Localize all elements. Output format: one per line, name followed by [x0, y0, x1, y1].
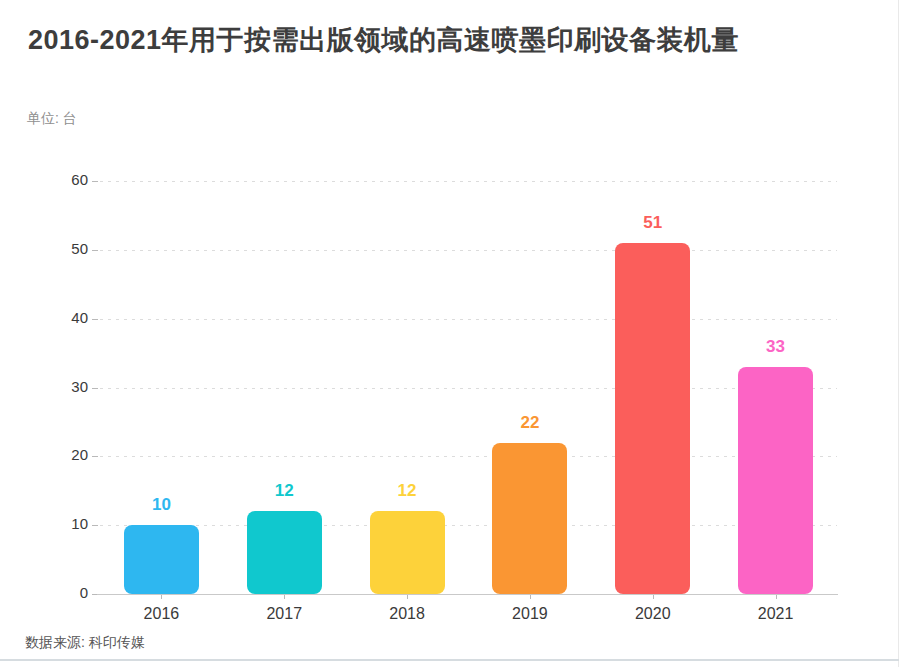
bar-value-label-2017: 12 [244, 481, 324, 501]
x-axis-label-2017: 2017 [239, 605, 329, 623]
y-tick-60 [92, 181, 98, 182]
x-axis-line [97, 594, 838, 595]
gridline-20 [100, 456, 837, 457]
y-axis-label-50: 50 [42, 240, 88, 257]
y-tick-40 [92, 319, 98, 320]
y-axis-label-60: 60 [42, 171, 88, 188]
y-tick-30 [92, 388, 98, 389]
x-tick-2020 [653, 595, 654, 599]
gridline-60 [100, 181, 837, 182]
y-axis-label-40: 40 [42, 309, 88, 326]
bar-value-label-2018: 12 [367, 481, 447, 501]
x-tick-2018 [407, 595, 408, 599]
bar-value-label-2019: 22 [490, 413, 570, 433]
y-tick-10 [92, 525, 98, 526]
bar-value-label-2021: 33 [736, 337, 816, 357]
gridline-30 [100, 388, 837, 389]
y-axis-label-20: 20 [42, 446, 88, 463]
y-tick-20 [92, 456, 98, 457]
data-source-label: 数据来源: 科印传媒 [25, 634, 145, 652]
x-tick-2021 [776, 595, 777, 599]
gridline-10 [100, 525, 837, 526]
bar-2017 [247, 511, 322, 594]
bar-2019 [492, 443, 567, 594]
bar-2021 [738, 367, 813, 594]
bar-value-label-2016: 10 [121, 495, 201, 515]
bar-value-label-2020: 51 [613, 213, 693, 233]
chart-canvas: 0102030405060102016122017122018222019512… [0, 0, 899, 667]
bar-2020 [615, 243, 690, 594]
bottom-divider [0, 659, 899, 661]
bar-2018 [370, 511, 445, 594]
x-axis-label-2016: 2016 [116, 605, 206, 623]
chart-page: 2016-2021年用于按需出版领域的高速喷墨印刷设备装机量 单位: 台 010… [0, 0, 899, 667]
x-axis-label-2021: 2021 [731, 605, 821, 623]
bar-2016 [124, 525, 199, 594]
y-tick-50 [92, 250, 98, 251]
x-axis-label-2018: 2018 [362, 605, 452, 623]
x-tick-2016 [161, 595, 162, 599]
gridline-50 [100, 250, 837, 251]
gridline-40 [100, 319, 837, 320]
x-tick-2017 [284, 595, 285, 599]
y-axis-label-0: 0 [42, 584, 88, 601]
x-axis-label-2019: 2019 [485, 605, 575, 623]
y-axis-label-30: 30 [42, 378, 88, 395]
x-axis-label-2020: 2020 [608, 605, 698, 623]
y-axis-label-10: 10 [42, 515, 88, 532]
x-tick-2019 [530, 595, 531, 599]
